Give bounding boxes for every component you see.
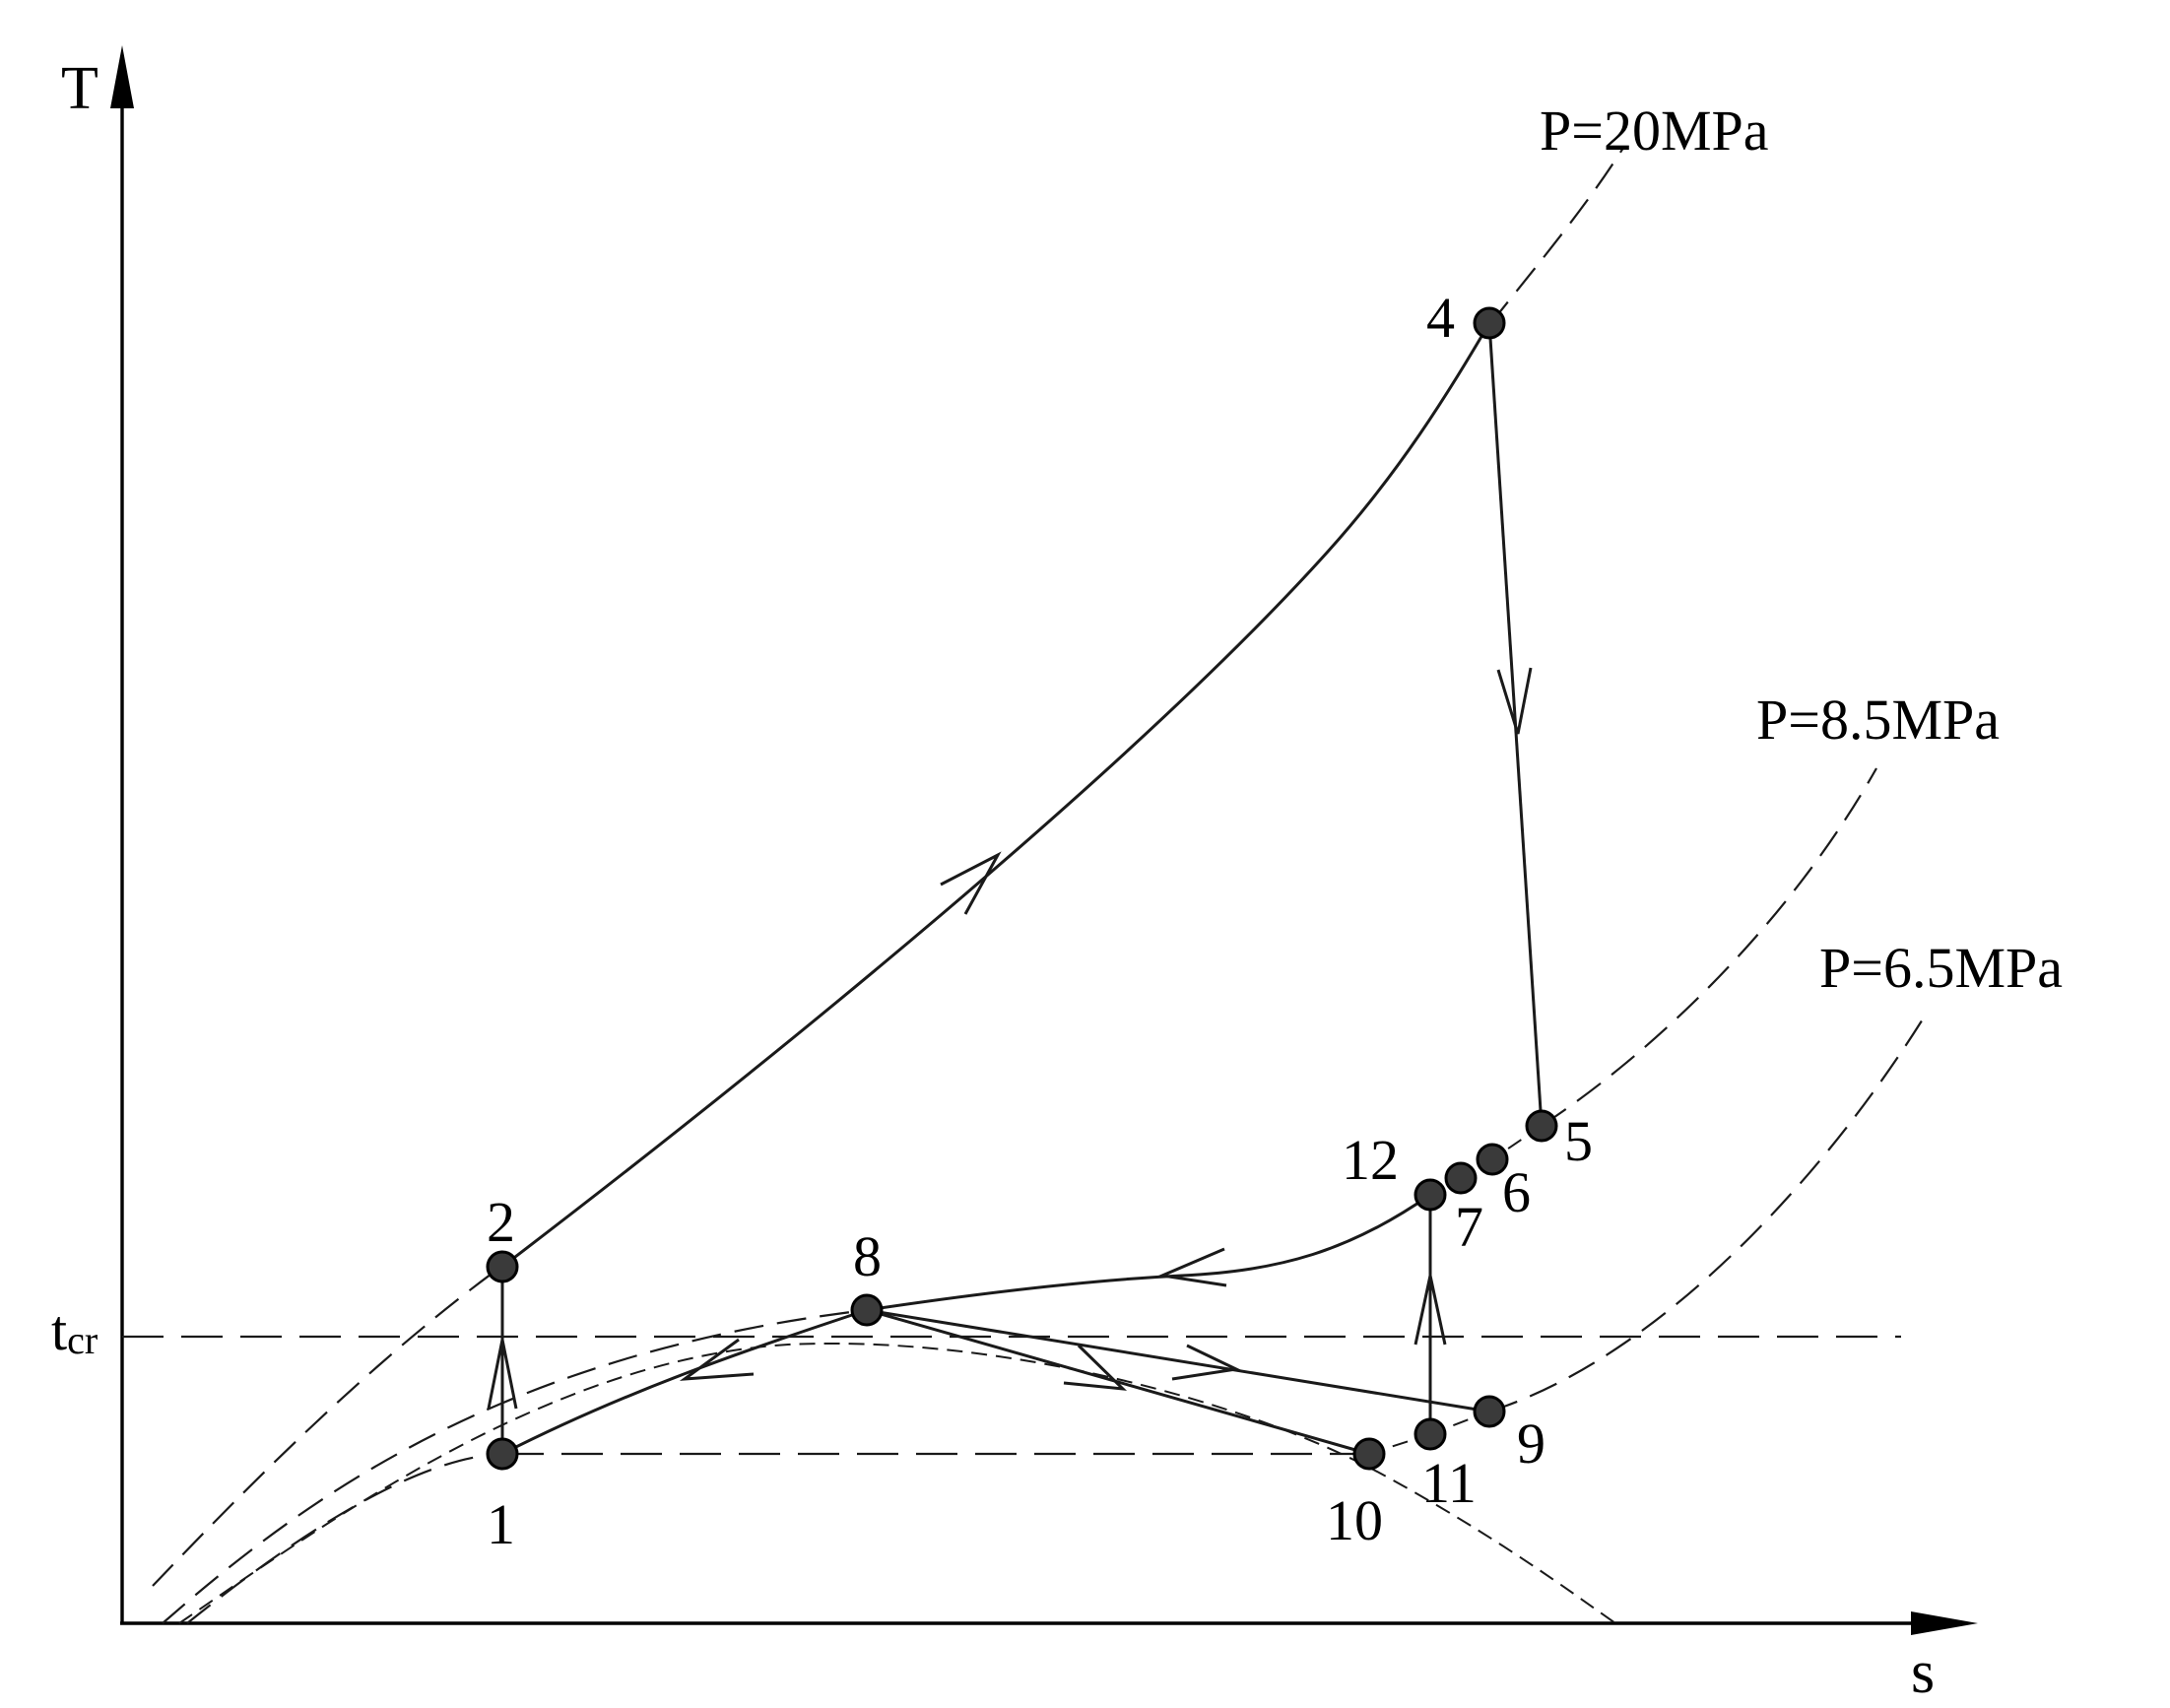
process-2-4 [501, 322, 1491, 1269]
state-label-10: 10 [1326, 1488, 1383, 1552]
critical-temperature-label: tcr [51, 1298, 98, 1362]
state-point-12 [1414, 1178, 1447, 1212]
state-label-8: 8 [853, 1224, 882, 1288]
state-label-5: 5 [1564, 1109, 1593, 1173]
state-label-12: 12 [1342, 1128, 1399, 1192]
state-point-5 [1525, 1109, 1558, 1143]
saturation-dome [178, 1342, 1616, 1624]
state-point-11 [1414, 1417, 1447, 1451]
arrow-up-1-2 [487, 1339, 518, 1410]
isobar-8-5mpa [162, 767, 1877, 1624]
state-label-6: 6 [1502, 1160, 1531, 1224]
state-label-2: 2 [487, 1190, 515, 1254]
state-label-1: 1 [487, 1492, 515, 1556]
x-axis-arrowhead [1911, 1611, 1978, 1635]
process-8-10 [866, 1308, 1370, 1456]
isobar-label-6-5mpa: P=6.5MPa [1819, 936, 2063, 1000]
arrow-8-1 [679, 1338, 755, 1381]
y-axis-label: T [61, 55, 99, 122]
arrow-2-4 [940, 851, 1002, 915]
x-axis-label: s [1911, 1639, 1935, 1706]
arrow-up-11-12 [1414, 1275, 1447, 1346]
state-point-1 [486, 1437, 519, 1471]
arrow-9-8 [1171, 1344, 1242, 1381]
state-point-4 [1473, 306, 1506, 340]
state-point-2 [486, 1250, 519, 1283]
state-point-10 [1352, 1437, 1386, 1471]
arrow-12-8 [1156, 1247, 1227, 1287]
process-8-9 [866, 1308, 1490, 1413]
arrow-8-10 [1063, 1344, 1128, 1391]
process-8-1 [501, 1308, 868, 1456]
isobar-label-20mpa: P=20MPa [1540, 99, 1769, 163]
isobar-label-8-5mpa: P=8.5MPa [1756, 688, 2000, 752]
tcr-main: t [51, 1298, 67, 1362]
state-point-7 [1444, 1161, 1478, 1195]
state-point-8 [850, 1293, 884, 1327]
process-12-8 [866, 1193, 1431, 1312]
y-axis-arrowhead [110, 45, 134, 108]
state-label-4: 4 [1426, 286, 1455, 350]
state-point-6 [1476, 1143, 1509, 1176]
state-label-7: 7 [1455, 1195, 1483, 1259]
state-point-9 [1473, 1395, 1506, 1428]
tcr-subscript: cr [67, 1318, 98, 1362]
state-label-9: 9 [1517, 1412, 1545, 1476]
state-label-11: 11 [1421, 1451, 1477, 1515]
isobar-6-5mpa [186, 1009, 1930, 1624]
isobar-20mpa [152, 147, 1624, 1587]
arrow-down-4-5 [1496, 667, 1533, 735]
